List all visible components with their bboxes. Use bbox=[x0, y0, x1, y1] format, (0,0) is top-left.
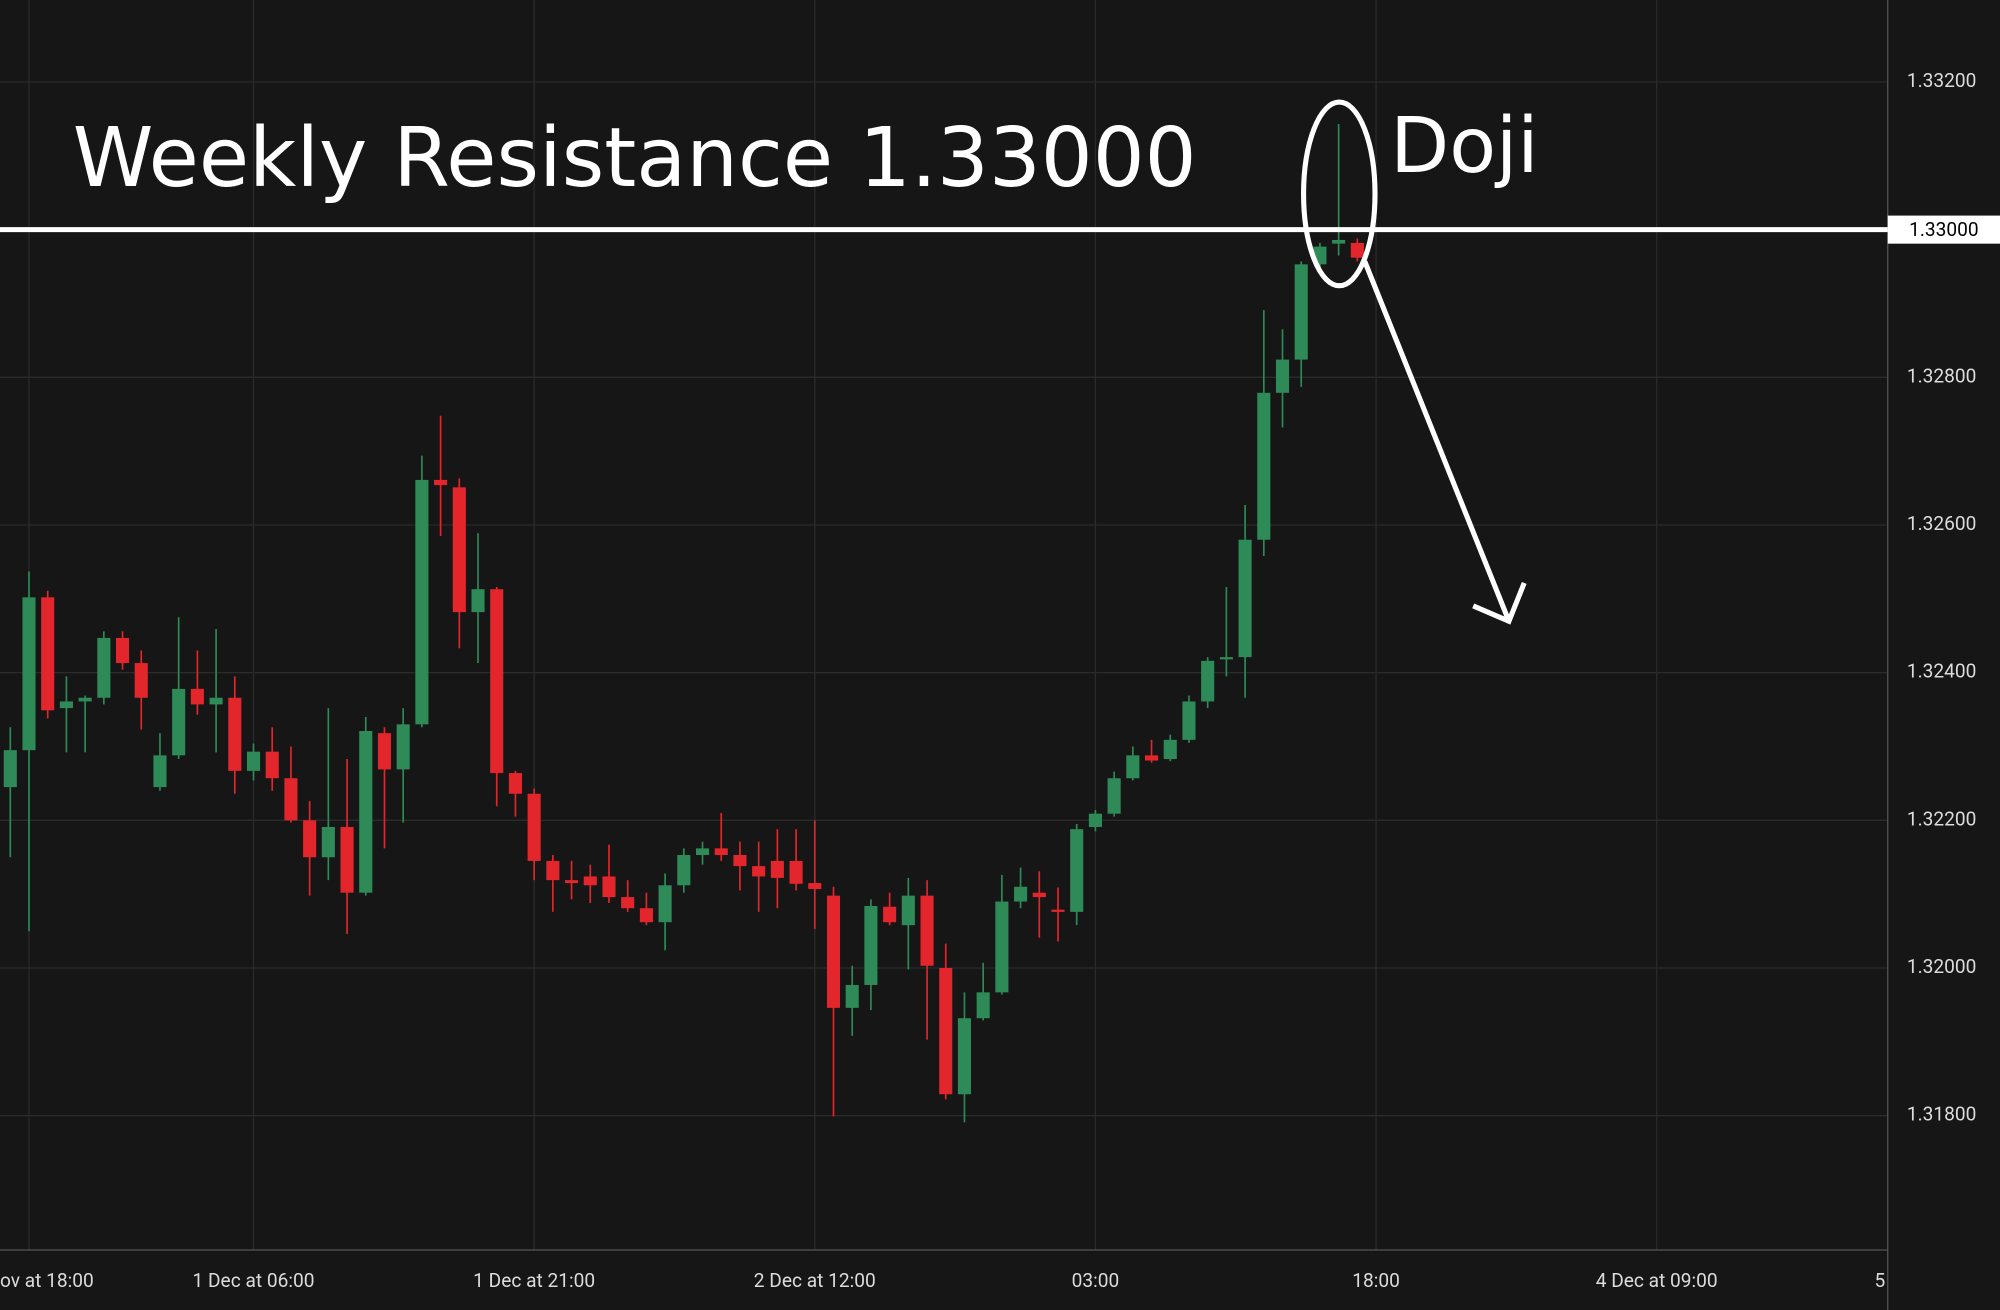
candle-body bbox=[1107, 778, 1121, 814]
candle-body bbox=[303, 820, 317, 858]
y-tick-label: 1.32800 bbox=[1907, 364, 1977, 387]
candle-body bbox=[321, 826, 335, 858]
candle-body bbox=[246, 751, 261, 771]
candle-body bbox=[1163, 739, 1177, 760]
candle-body bbox=[770, 860, 784, 878]
y-tick-label: 1.32000 bbox=[1907, 955, 1977, 978]
resistance-label-box bbox=[1887, 215, 2000, 244]
candle-body bbox=[1332, 239, 1346, 244]
candle-body bbox=[284, 778, 298, 821]
candle-body bbox=[22, 597, 36, 751]
candle-body bbox=[677, 855, 691, 886]
candle-body bbox=[1126, 755, 1140, 779]
resistance-label: 1.33000 bbox=[1909, 218, 1979, 241]
candle-body bbox=[845, 984, 859, 1008]
candle-body bbox=[546, 860, 560, 881]
candle-body bbox=[134, 663, 148, 698]
candle-body bbox=[789, 860, 803, 884]
candle-body bbox=[695, 848, 710, 856]
candle-body bbox=[265, 751, 279, 779]
candle-body bbox=[527, 793, 541, 861]
y-tick-label: 1.32400 bbox=[1907, 660, 1977, 683]
candle-body bbox=[1070, 829, 1084, 912]
candle-body bbox=[864, 905, 878, 985]
candle-body bbox=[1219, 657, 1233, 660]
candle-body bbox=[359, 730, 373, 893]
candle-body bbox=[639, 908, 653, 923]
candle-body bbox=[190, 688, 204, 705]
arrow-head bbox=[1472, 581, 1527, 625]
candle-body bbox=[115, 637, 130, 664]
candle-body bbox=[826, 895, 841, 1008]
x-tick-label: 5 bbox=[1874, 1269, 1885, 1292]
candle-body bbox=[490, 589, 504, 774]
candle-body bbox=[153, 755, 167, 788]
y-tick-label: 1.33200 bbox=[1907, 69, 1977, 92]
x-tick-label: 1 Dec at 21:00 bbox=[473, 1269, 595, 1292]
candle-body bbox=[1275, 359, 1290, 393]
candle-body bbox=[808, 883, 822, 889]
candle-body bbox=[565, 880, 579, 884]
candles bbox=[3, 124, 1364, 1123]
candle-body bbox=[434, 479, 448, 486]
candle-body bbox=[995, 901, 1009, 993]
candle-body bbox=[1350, 242, 1364, 258]
x-tick-label: 1 Dec at 06:00 bbox=[193, 1269, 315, 1292]
y-tick-label: 1.32200 bbox=[1907, 807, 1977, 830]
candle-body bbox=[452, 487, 466, 613]
candle-body bbox=[621, 897, 635, 909]
annotations: Weekly Resistance 1.33000 Doji bbox=[73, 99, 1539, 625]
candle-body bbox=[901, 895, 915, 926]
arrow-shaft bbox=[1362, 260, 1512, 623]
candle-body bbox=[59, 701, 73, 709]
candle-body bbox=[1238, 539, 1252, 658]
candle-body bbox=[1014, 886, 1028, 902]
candle-body bbox=[377, 733, 392, 770]
candle-body bbox=[1145, 755, 1159, 761]
candle-body bbox=[3, 750, 17, 788]
candle-body bbox=[939, 967, 953, 1095]
candle-body bbox=[1201, 660, 1215, 702]
x-tick-label: 4 Dec at 09:00 bbox=[1596, 1269, 1718, 1292]
candle-body bbox=[1182, 701, 1196, 740]
candle-body bbox=[172, 688, 186, 756]
candle-body bbox=[396, 724, 410, 770]
y-tick-label: 1.31800 bbox=[1907, 1103, 1977, 1126]
candle-body bbox=[714, 848, 728, 856]
candle-body bbox=[733, 855, 747, 867]
candle-body bbox=[957, 1018, 972, 1095]
candle-body bbox=[340, 826, 354, 893]
candle-body bbox=[78, 697, 92, 702]
candle-body bbox=[1088, 813, 1102, 827]
x-tick-label: ov at 18:00 bbox=[0, 1269, 94, 1292]
candle-body bbox=[471, 589, 485, 613]
y-tick-label: 1.32600 bbox=[1907, 512, 1977, 535]
candle-body bbox=[976, 992, 990, 1019]
candle-body bbox=[658, 885, 672, 923]
doji-annotation: Doji bbox=[1390, 102, 1538, 191]
candle-body bbox=[97, 637, 111, 698]
x-tick-label: 2 Dec at 12:00 bbox=[754, 1269, 876, 1292]
candle-body bbox=[415, 479, 429, 725]
candle-body bbox=[1257, 392, 1271, 540]
candle-body bbox=[602, 876, 616, 898]
x-tick-label: 18:00 bbox=[1352, 1269, 1400, 1292]
candle-body bbox=[883, 906, 897, 923]
candle-body bbox=[920, 895, 934, 966]
resistance-annotation: Weekly Resistance 1.33000 bbox=[73, 111, 1197, 206]
candle-body bbox=[1032, 892, 1046, 898]
candle-body bbox=[508, 773, 522, 794]
candle-body bbox=[1051, 909, 1065, 912]
candle-body bbox=[41, 597, 55, 711]
candle-body bbox=[752, 866, 766, 877]
candle-body bbox=[1294, 264, 1308, 360]
candle-body bbox=[209, 697, 223, 705]
candle-body bbox=[228, 697, 242, 771]
x-tick-label: 03:00 bbox=[1072, 1269, 1120, 1292]
candle-body bbox=[583, 876, 597, 886]
doji-circle bbox=[1301, 99, 1378, 289]
